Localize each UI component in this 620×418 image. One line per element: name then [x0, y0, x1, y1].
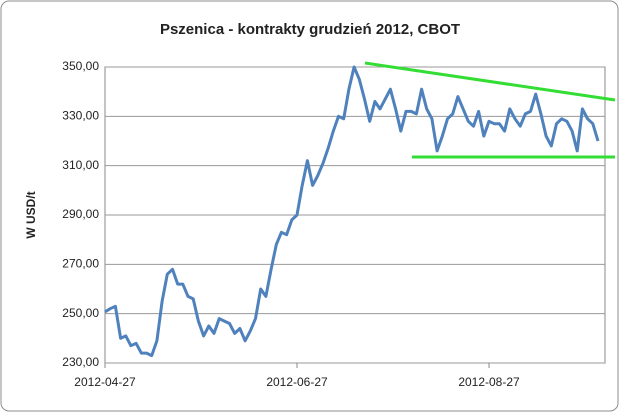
y-tick-label: 350,00 — [62, 59, 99, 73]
x-tick-label: 2012-06-27 — [266, 375, 328, 389]
y-tick-label: 270,00 — [62, 257, 99, 271]
x-tick-label: 2012-04-27 — [74, 375, 136, 389]
x-tick-label: 2012-08-27 — [458, 375, 520, 389]
y-tick-label: 330,00 — [62, 109, 99, 123]
y-tick-label: 250,00 — [62, 306, 99, 320]
y-axis-label: W USD/t — [24, 191, 38, 238]
plot: 230,00 250,00 270,00 290,00 310,00 330,00 350,… — [62, 59, 605, 389]
y-tick-label: 310,00 — [62, 158, 99, 172]
y-tick-label: 290,00 — [62, 207, 99, 221]
chart-title: Pszenica - kontrakty grudzień 2012, CBOT — [160, 21, 460, 38]
trend-line — [364, 61, 616, 102]
y-tick-label: 230,00 — [62, 355, 99, 369]
data-line — [104, 65, 600, 358]
